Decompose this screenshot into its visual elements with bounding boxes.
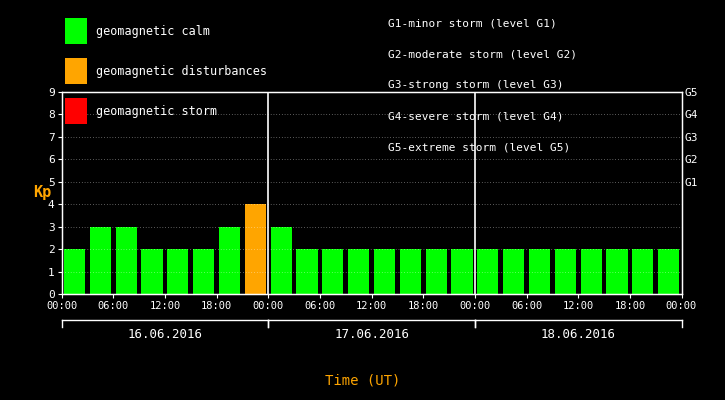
Text: 17.06.2016: 17.06.2016 [334,328,409,340]
Text: G3-strong storm (level G3): G3-strong storm (level G3) [388,80,563,90]
Text: 18.06.2016: 18.06.2016 [541,328,616,340]
Bar [581,249,602,294]
Text: geomagnetic disturbances: geomagnetic disturbances [96,64,267,78]
Bar [348,249,369,294]
Bar [297,249,318,294]
Bar [503,249,524,294]
Bar [452,249,473,294]
Bar [710,249,725,294]
Bar [632,249,653,294]
Bar [658,249,679,294]
Bar [684,249,705,294]
Bar [477,249,498,294]
Bar [64,249,85,294]
Bar [529,249,550,294]
Bar [115,227,137,294]
Bar [90,227,111,294]
Text: 16.06.2016: 16.06.2016 [128,328,202,340]
Bar [141,249,162,294]
Bar [555,249,576,294]
Bar [322,249,344,294]
Text: G5-extreme storm (level G5): G5-extreme storm (level G5) [388,143,570,153]
Bar [167,249,188,294]
Text: G4-severe storm (level G4): G4-severe storm (level G4) [388,112,563,122]
Bar [399,249,421,294]
Text: geomagnetic storm: geomagnetic storm [96,104,217,118]
Text: G2-moderate storm (level G2): G2-moderate storm (level G2) [388,49,577,59]
Text: Time (UT): Time (UT) [325,374,400,388]
Y-axis label: Kp: Kp [33,186,51,200]
Text: geomagnetic calm: geomagnetic calm [96,24,210,38]
Bar [219,227,240,294]
Bar [245,204,266,294]
Bar [270,227,291,294]
Bar [374,249,395,294]
Text: G1-minor storm (level G1): G1-minor storm (level G1) [388,18,557,28]
Bar [426,249,447,294]
Bar [606,249,628,294]
Bar [193,249,215,294]
